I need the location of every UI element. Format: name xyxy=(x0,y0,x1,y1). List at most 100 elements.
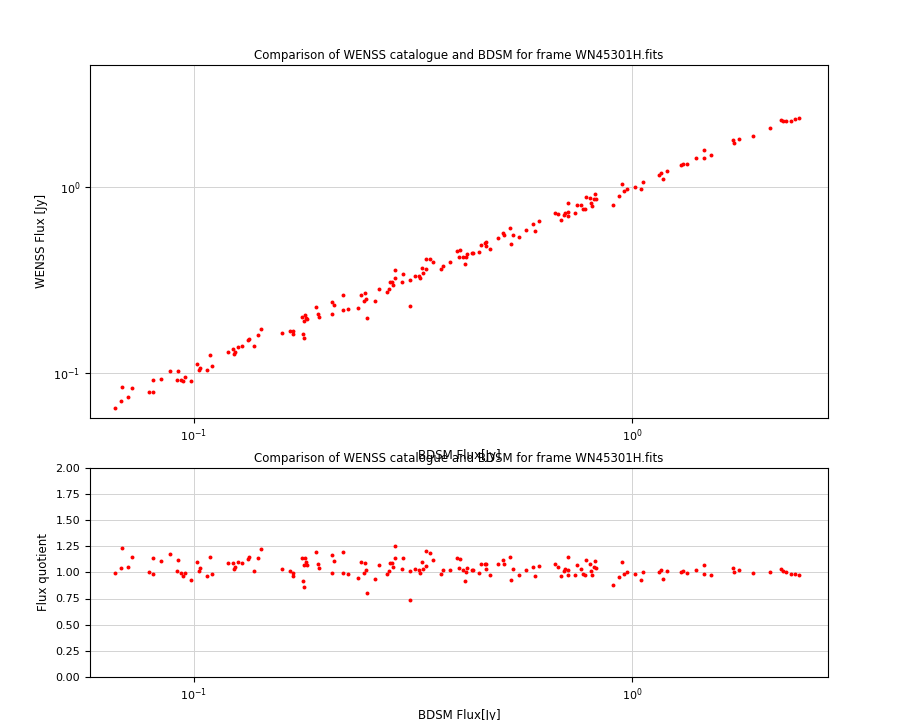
Point xyxy=(783,115,797,127)
Point xyxy=(383,557,398,568)
Point xyxy=(294,311,309,323)
Point xyxy=(688,152,703,163)
Point xyxy=(354,289,368,300)
Point xyxy=(415,556,429,567)
Point xyxy=(584,570,598,581)
Point xyxy=(336,289,350,301)
Point xyxy=(532,215,546,227)
Point xyxy=(357,296,372,307)
Point xyxy=(745,567,760,579)
Point xyxy=(184,575,198,586)
Point xyxy=(311,311,326,323)
Point xyxy=(554,571,569,582)
Point xyxy=(241,553,256,564)
Point xyxy=(606,199,620,211)
Point xyxy=(114,395,129,407)
Point xyxy=(491,558,505,570)
Point xyxy=(506,563,520,575)
Point xyxy=(576,568,590,580)
Point xyxy=(309,546,323,558)
Point xyxy=(587,562,601,573)
Point xyxy=(146,552,160,563)
Point xyxy=(727,138,742,149)
Point xyxy=(548,207,562,219)
Point xyxy=(583,192,598,204)
Point xyxy=(275,564,290,575)
Point xyxy=(408,271,422,282)
Point xyxy=(512,569,526,580)
Point xyxy=(311,562,326,574)
Point xyxy=(704,150,718,161)
Point xyxy=(415,263,429,274)
Point xyxy=(452,251,466,263)
Point xyxy=(774,563,788,575)
Point xyxy=(584,200,598,212)
Point xyxy=(627,568,642,580)
Point xyxy=(506,229,520,240)
Point xyxy=(295,575,310,586)
Point xyxy=(512,231,526,243)
Point xyxy=(497,229,511,240)
Point xyxy=(436,564,450,576)
Point xyxy=(171,554,185,565)
Point xyxy=(177,567,192,578)
Point xyxy=(309,301,323,312)
Point xyxy=(395,276,410,288)
Title: Comparison of WENSS catalogue and BDSM for frame WN45301H.fits: Comparison of WENSS catalogue and BDSM f… xyxy=(255,452,663,465)
Point xyxy=(434,264,448,275)
Point xyxy=(561,210,575,222)
Point xyxy=(422,547,436,559)
Point xyxy=(548,558,562,570)
Point xyxy=(518,224,533,235)
Point xyxy=(108,402,122,413)
Point xyxy=(776,115,790,127)
Point xyxy=(254,544,268,555)
Point xyxy=(283,565,297,577)
Point xyxy=(286,567,301,578)
Point xyxy=(372,559,386,571)
Point xyxy=(297,559,311,571)
Point xyxy=(557,207,572,219)
Point xyxy=(698,145,712,156)
Point xyxy=(606,579,620,590)
Point xyxy=(419,253,434,265)
Point xyxy=(561,564,575,575)
Point xyxy=(387,552,401,564)
Point xyxy=(561,206,575,217)
X-axis label: BDSM Flux[Jy]: BDSM Flux[Jy] xyxy=(418,708,500,720)
Point xyxy=(478,558,492,570)
Point xyxy=(455,564,470,576)
Point xyxy=(579,203,593,215)
Point xyxy=(788,113,802,125)
Point xyxy=(248,341,262,352)
Point xyxy=(325,297,339,308)
Point xyxy=(465,564,480,576)
Point xyxy=(286,325,301,337)
Point xyxy=(460,248,474,260)
Point xyxy=(325,567,339,578)
Point xyxy=(612,190,626,202)
Point xyxy=(587,193,601,204)
Point xyxy=(619,183,634,194)
Point xyxy=(298,310,312,321)
Point xyxy=(328,555,342,567)
Point xyxy=(146,569,160,580)
Point xyxy=(351,572,365,583)
Point xyxy=(357,567,372,579)
Point xyxy=(472,567,486,578)
Point xyxy=(588,556,602,567)
Point xyxy=(380,287,394,298)
Point xyxy=(146,386,160,397)
Point xyxy=(568,207,582,219)
Point xyxy=(275,328,290,339)
Point xyxy=(294,552,309,564)
Point xyxy=(228,346,242,358)
Point xyxy=(656,174,670,185)
Point xyxy=(122,391,136,402)
Point xyxy=(415,268,429,279)
Point xyxy=(384,557,399,569)
Point xyxy=(426,554,440,565)
Point xyxy=(557,563,572,575)
Point xyxy=(174,374,188,385)
Point xyxy=(359,312,374,323)
